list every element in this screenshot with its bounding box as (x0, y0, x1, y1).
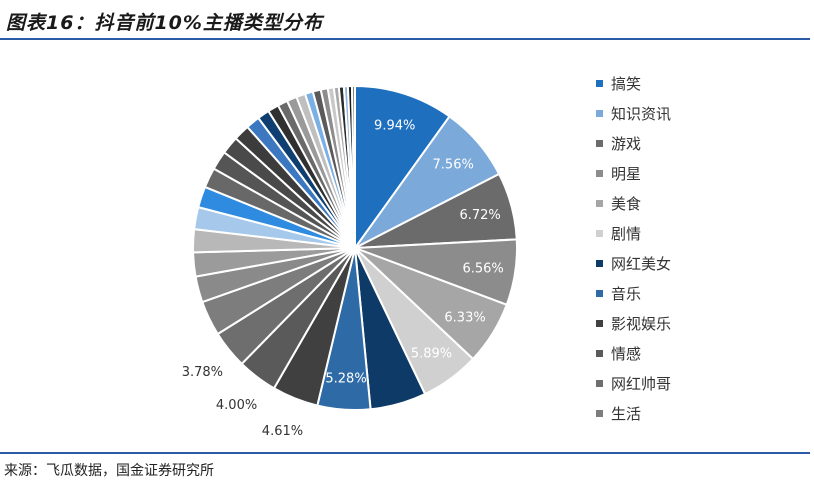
legend-label: 情感 (611, 344, 642, 363)
legend-label: 搞笑 (611, 74, 642, 93)
chart-legend: 搞笑知识资讯游戏明星美食剧情网红美女音乐影视娱乐情感网红帅哥生活 (596, 68, 796, 428)
pie-slice-搞笑 (354, 84, 451, 252)
legend-item: 知识资讯 (596, 98, 796, 128)
pie-chart: 9.94% 7.56% 6.72% 6.56% 6.33% 5.89% 5.28% 4.61%… (182, 84, 518, 439)
title-bar: 图表16：抖音前10%主播类型分布 (0, 0, 814, 40)
data-label: 6.33% (444, 310, 485, 325)
legend-swatch (596, 229, 603, 237)
legend-label: 生活 (611, 404, 642, 423)
legend-swatch (596, 169, 603, 177)
legend-item: 剧情 (596, 218, 796, 248)
legend-item: 美食 (596, 188, 796, 218)
legend-label: 网红美女 (611, 254, 672, 273)
legend-item: 音乐 (596, 278, 796, 308)
legend-label: 知识资讯 (611, 104, 672, 123)
data-label: 6.72% (459, 208, 500, 223)
legend-label: 游戏 (611, 134, 642, 153)
legend-label: 明星 (611, 164, 642, 183)
data-label: 5.89% (411, 347, 452, 362)
page-title: 图表16：抖音前10%主播类型分布 (6, 12, 323, 34)
data-label: 6.56% (462, 262, 503, 277)
legend-swatch (596, 379, 603, 387)
legend-swatch (596, 79, 603, 87)
data-label: 4.00% (216, 398, 257, 413)
legend-item: 游戏 (596, 128, 796, 158)
data-label: 5.28% (325, 371, 366, 386)
legend-swatch (596, 109, 603, 117)
legend-swatch (596, 199, 603, 207)
legend-item: 生活 (596, 398, 796, 428)
pie-slice-other-35 (350, 84, 356, 249)
legend-swatch (596, 319, 603, 327)
title-divider (0, 38, 810, 40)
legend-swatch (596, 259, 603, 267)
data-label: 9.94% (374, 119, 415, 134)
legend-swatch (596, 409, 603, 417)
legend-item: 网红帅哥 (596, 368, 796, 398)
legend-swatch (596, 139, 603, 147)
legend-item: 搞笑 (596, 68, 796, 98)
legend-label: 美食 (611, 194, 642, 213)
source-note: 来源：飞瓜数据，国金证券研究所 (4, 463, 214, 479)
legend-item: 明星 (596, 158, 796, 188)
data-label: 4.61% (262, 424, 303, 439)
legend-label: 网红帅哥 (611, 374, 672, 393)
legend-label: 剧情 (611, 224, 642, 243)
data-label: 3.78% (182, 365, 223, 380)
legend-item: 影视娱乐 (596, 308, 796, 338)
legend-item: 网红美女 (596, 248, 796, 278)
legend-swatch (596, 289, 603, 297)
legend-label: 音乐 (611, 284, 642, 303)
data-label: 7.56% (433, 157, 474, 172)
footer-divider (0, 452, 810, 454)
legend-swatch (596, 349, 603, 357)
legend-label: 影视娱乐 (611, 314, 672, 333)
legend-item: 情感 (596, 338, 796, 368)
